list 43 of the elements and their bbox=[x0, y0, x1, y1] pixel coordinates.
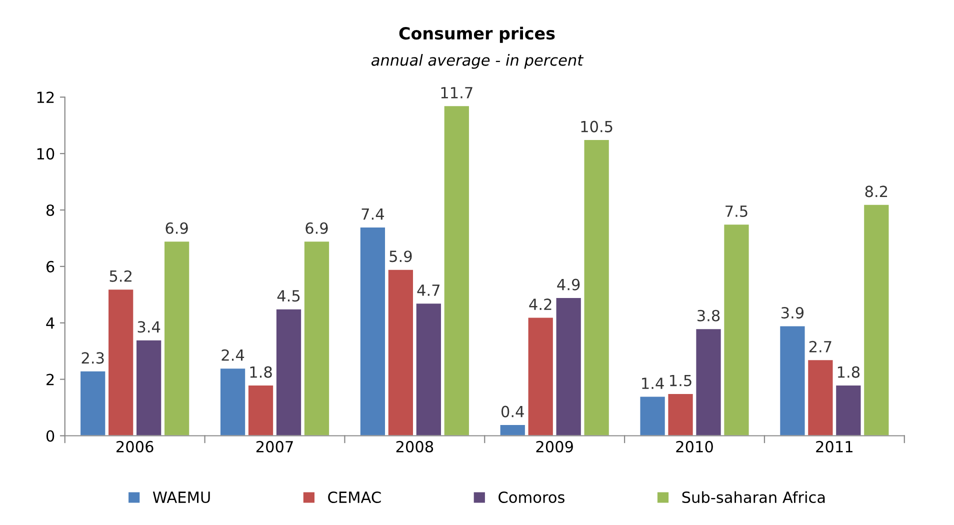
data-label: 4.5 bbox=[277, 290, 300, 302]
data-label: 7.5 bbox=[726, 206, 748, 217]
y-tick-label: 4 bbox=[46, 318, 54, 329]
y-tick-label: 6 bbox=[46, 260, 54, 272]
x-tick-label: 2007 bbox=[256, 440, 293, 452]
y-tick-label: 10 bbox=[37, 148, 54, 160]
legend-label: WAEMU bbox=[152, 492, 210, 504]
data-label: 2.4 bbox=[222, 349, 244, 361]
x-tick-label: 2010 bbox=[676, 440, 713, 452]
y-tick-label: 2 bbox=[46, 374, 54, 386]
data-label: 2.7 bbox=[809, 340, 832, 352]
y-tick-label: 0 bbox=[46, 430, 54, 442]
data-label: 1.4 bbox=[642, 378, 664, 389]
data-label: 5.9 bbox=[390, 250, 412, 262]
data-label: 3.8 bbox=[698, 310, 720, 322]
x-tick-label: 2008 bbox=[396, 440, 434, 452]
x-tick-label: 2009 bbox=[536, 440, 573, 452]
data-label: 1.8 bbox=[250, 366, 272, 378]
data-label: 6.9 bbox=[166, 222, 188, 234]
data-label: 2.3 bbox=[82, 352, 104, 364]
data-label: 6.9 bbox=[306, 222, 328, 234]
data-label: 1.8 bbox=[838, 366, 860, 378]
y-tick-label: 12 bbox=[37, 92, 54, 103]
x-tick-label: 2011 bbox=[816, 440, 852, 452]
data-label: 1.5 bbox=[670, 374, 692, 386]
data-label: 3.4 bbox=[138, 321, 160, 333]
y-tick-label: 8 bbox=[46, 204, 54, 216]
legend-label: Comoros bbox=[498, 491, 564, 504]
legend-label: CEMAC bbox=[328, 491, 381, 504]
data-label: 11.7 bbox=[441, 87, 472, 98]
data-label: 7.4 bbox=[362, 208, 384, 220]
data-label: 4.9 bbox=[557, 278, 580, 290]
data-label: 4.7 bbox=[417, 284, 440, 296]
data-label: 3.9 bbox=[781, 307, 804, 319]
chart-subtitle: annual average - in percent bbox=[371, 54, 584, 69]
data-label: 0.4 bbox=[501, 406, 524, 418]
chart-title: Consumer prices bbox=[399, 26, 555, 43]
data-label: 10.5 bbox=[581, 120, 612, 132]
legend-label: Sub-saharan Africa bbox=[682, 491, 825, 504]
data-label: 8.2 bbox=[865, 186, 888, 198]
x-tick-label: 2006 bbox=[116, 440, 154, 452]
data-label: 5.2 bbox=[110, 270, 132, 282]
data-label: 4.2 bbox=[529, 298, 552, 310]
